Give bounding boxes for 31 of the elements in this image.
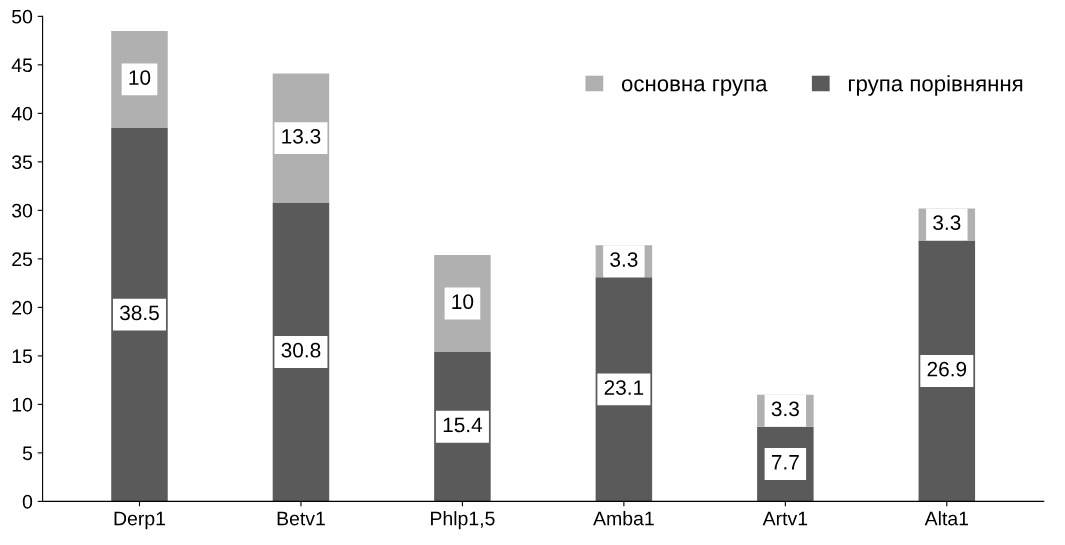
data-label: 10 bbox=[129, 70, 151, 85]
y-tick-label: 15 bbox=[12, 349, 33, 364]
y-tick-label: 0 bbox=[22, 494, 33, 509]
y-tick-label: 25 bbox=[12, 252, 33, 267]
y-tick-label: 20 bbox=[12, 300, 33, 315]
data-label: 3.3 bbox=[771, 401, 799, 417]
y-tick-label: 35 bbox=[11, 155, 33, 170]
x-tick-label: Phlp1,5 bbox=[431, 511, 495, 530]
data-label: 38.5 bbox=[120, 305, 159, 321]
x-tick-label: Artv1 bbox=[762, 511, 808, 526]
x-tick-label: Betv1 bbox=[277, 511, 325, 526]
data-label: 13.3 bbox=[282, 128, 321, 144]
y-tick-label: 5 bbox=[22, 446, 33, 461]
data-label: 10 bbox=[452, 294, 474, 310]
data-label: 15.4 bbox=[443, 417, 483, 433]
x-tick-label: Derp1 bbox=[114, 511, 166, 530]
data-label: 3.3 bbox=[933, 215, 961, 231]
y-tick-label: 10 bbox=[12, 397, 33, 412]
y-tick-label: 40 bbox=[11, 106, 33, 121]
y-tick-label: 30 bbox=[11, 203, 33, 218]
data-label: 26.9 bbox=[927, 361, 967, 377]
x-tick-label: Amba1 bbox=[593, 511, 654, 526]
x-tick-label: Alta1 bbox=[924, 511, 969, 526]
legend-label: основна група bbox=[621, 79, 768, 96]
legend-label: група порівняння bbox=[848, 75, 1023, 96]
y-tick-label: 50 bbox=[12, 9, 33, 24]
data-label: 3.3 bbox=[610, 252, 638, 267]
data-label: 30.8 bbox=[281, 342, 321, 358]
data-label: 7.7 bbox=[771, 455, 799, 470]
y-tick-label: 45 bbox=[11, 58, 33, 73]
data-label: 23.1 bbox=[604, 380, 644, 395]
